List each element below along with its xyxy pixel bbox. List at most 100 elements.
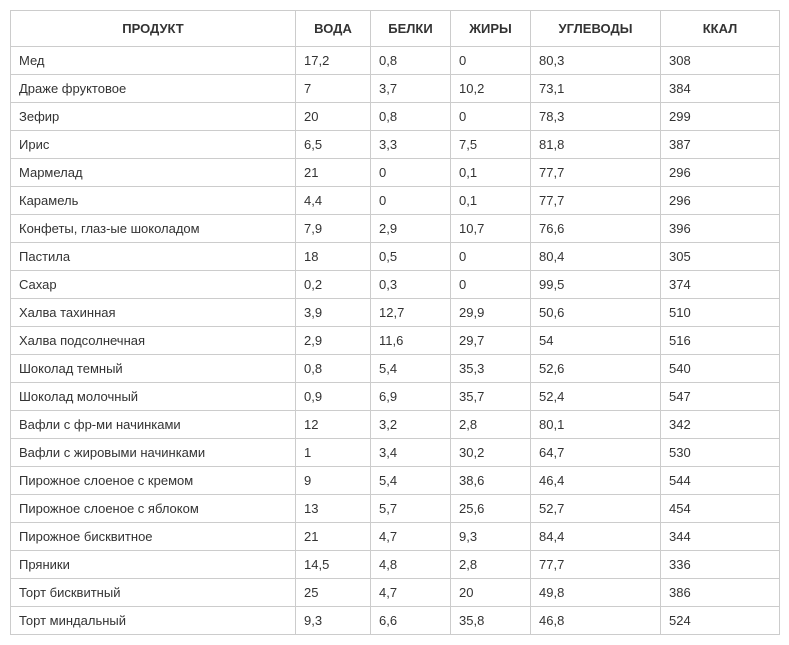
col-header-water: ВОДА <box>296 11 371 47</box>
table-row: Мед17,20,8080,3308 <box>11 47 780 75</box>
cell-kcal: 374 <box>661 271 780 299</box>
cell-product: Шоколад темный <box>11 355 296 383</box>
cell-carbs: 50,6 <box>531 299 661 327</box>
cell-kcal: 296 <box>661 159 780 187</box>
cell-water: 14,5 <box>296 551 371 579</box>
table-row: Драже фруктовое73,710,273,1384 <box>11 75 780 103</box>
table-row: Пирожное слоеное с кремом95,438,646,4544 <box>11 467 780 495</box>
table-row: Конфеты, глаз-ые шоколадом7,92,910,776,6… <box>11 215 780 243</box>
table-row: Зефир200,8078,3299 <box>11 103 780 131</box>
cell-product: Халва тахинная <box>11 299 296 327</box>
cell-protein: 5,4 <box>371 355 451 383</box>
table-row: Шоколад темный0,85,435,352,6540 <box>11 355 780 383</box>
cell-kcal: 305 <box>661 243 780 271</box>
cell-kcal: 299 <box>661 103 780 131</box>
cell-carbs: 52,6 <box>531 355 661 383</box>
cell-carbs: 76,6 <box>531 215 661 243</box>
cell-water: 12 <box>296 411 371 439</box>
cell-water: 9,3 <box>296 607 371 635</box>
table-row: Вафли с жировыми начинками13,430,264,753… <box>11 439 780 467</box>
cell-protein: 0 <box>371 159 451 187</box>
cell-fat: 0 <box>451 103 531 131</box>
cell-product: Конфеты, глаз-ые шоколадом <box>11 215 296 243</box>
cell-product: Торт миндальный <box>11 607 296 635</box>
cell-kcal: 342 <box>661 411 780 439</box>
cell-product: Пряники <box>11 551 296 579</box>
cell-water: 21 <box>296 523 371 551</box>
cell-kcal: 386 <box>661 579 780 607</box>
cell-fat: 30,2 <box>451 439 531 467</box>
cell-fat: 0 <box>451 243 531 271</box>
cell-fat: 29,7 <box>451 327 531 355</box>
table-row: Пастила180,5080,4305 <box>11 243 780 271</box>
table-row: Пирожное бисквитное214,79,384,4344 <box>11 523 780 551</box>
table-row: Ирис6,53,37,581,8387 <box>11 131 780 159</box>
cell-carbs: 78,3 <box>531 103 661 131</box>
cell-fat: 38,6 <box>451 467 531 495</box>
cell-product: Сахар <box>11 271 296 299</box>
cell-carbs: 54 <box>531 327 661 355</box>
cell-water: 4,4 <box>296 187 371 215</box>
cell-product: Пастила <box>11 243 296 271</box>
cell-water: 7 <box>296 75 371 103</box>
col-header-kcal: ККАЛ <box>661 11 780 47</box>
cell-carbs: 80,4 <box>531 243 661 271</box>
cell-kcal: 544 <box>661 467 780 495</box>
cell-carbs: 80,3 <box>531 47 661 75</box>
table-body: Мед17,20,8080,3308Драже фруктовое73,710,… <box>11 47 780 635</box>
cell-carbs: 77,7 <box>531 187 661 215</box>
cell-water: 1 <box>296 439 371 467</box>
table-row: Пирожное слоеное с яблоком135,725,652,74… <box>11 495 780 523</box>
cell-carbs: 80,1 <box>531 411 661 439</box>
cell-protein: 6,9 <box>371 383 451 411</box>
cell-product: Торт бисквитный <box>11 579 296 607</box>
cell-product: Зефир <box>11 103 296 131</box>
cell-product: Пирожное бисквитное <box>11 523 296 551</box>
cell-protein: 4,7 <box>371 523 451 551</box>
cell-kcal: 516 <box>661 327 780 355</box>
cell-product: Карамель <box>11 187 296 215</box>
cell-fat: 2,8 <box>451 411 531 439</box>
cell-water: 18 <box>296 243 371 271</box>
cell-kcal: 547 <box>661 383 780 411</box>
cell-fat: 20 <box>451 579 531 607</box>
cell-fat: 0,1 <box>451 187 531 215</box>
cell-product: Пирожное слоеное с кремом <box>11 467 296 495</box>
cell-kcal: 540 <box>661 355 780 383</box>
cell-kcal: 454 <box>661 495 780 523</box>
cell-water: 17,2 <box>296 47 371 75</box>
cell-fat: 35,3 <box>451 355 531 383</box>
col-header-carbs: УГЛЕВОДЫ <box>531 11 661 47</box>
cell-carbs: 84,4 <box>531 523 661 551</box>
cell-protein: 4,7 <box>371 579 451 607</box>
cell-fat: 35,8 <box>451 607 531 635</box>
cell-fat: 35,7 <box>451 383 531 411</box>
table-row: Сахар0,20,3099,5374 <box>11 271 780 299</box>
cell-water: 7,9 <box>296 215 371 243</box>
cell-product: Мармелад <box>11 159 296 187</box>
table-row: Шоколад молочный0,96,935,752,4547 <box>11 383 780 411</box>
cell-protein: 6,6 <box>371 607 451 635</box>
cell-protein: 3,4 <box>371 439 451 467</box>
cell-water: 9 <box>296 467 371 495</box>
col-header-protein: БЕЛКИ <box>371 11 451 47</box>
cell-carbs: 99,5 <box>531 271 661 299</box>
cell-protein: 5,4 <box>371 467 451 495</box>
cell-protein: 0,8 <box>371 103 451 131</box>
table-row: Халва подсолнечная2,911,629,754516 <box>11 327 780 355</box>
cell-kcal: 308 <box>661 47 780 75</box>
cell-protein: 3,3 <box>371 131 451 159</box>
cell-kcal: 524 <box>661 607 780 635</box>
cell-carbs: 52,4 <box>531 383 661 411</box>
cell-fat: 0,1 <box>451 159 531 187</box>
cell-protein: 12,7 <box>371 299 451 327</box>
cell-protein: 11,6 <box>371 327 451 355</box>
cell-water: 0,8 <box>296 355 371 383</box>
table-header-row: ПРОДУКТ ВОДА БЕЛКИ ЖИРЫ УГЛЕВОДЫ ККАЛ <box>11 11 780 47</box>
cell-carbs: 46,4 <box>531 467 661 495</box>
cell-kcal: 336 <box>661 551 780 579</box>
cell-protein: 3,7 <box>371 75 451 103</box>
cell-protein: 4,8 <box>371 551 451 579</box>
cell-water: 0,2 <box>296 271 371 299</box>
table-row: Торт миндальный9,36,635,846,8524 <box>11 607 780 635</box>
